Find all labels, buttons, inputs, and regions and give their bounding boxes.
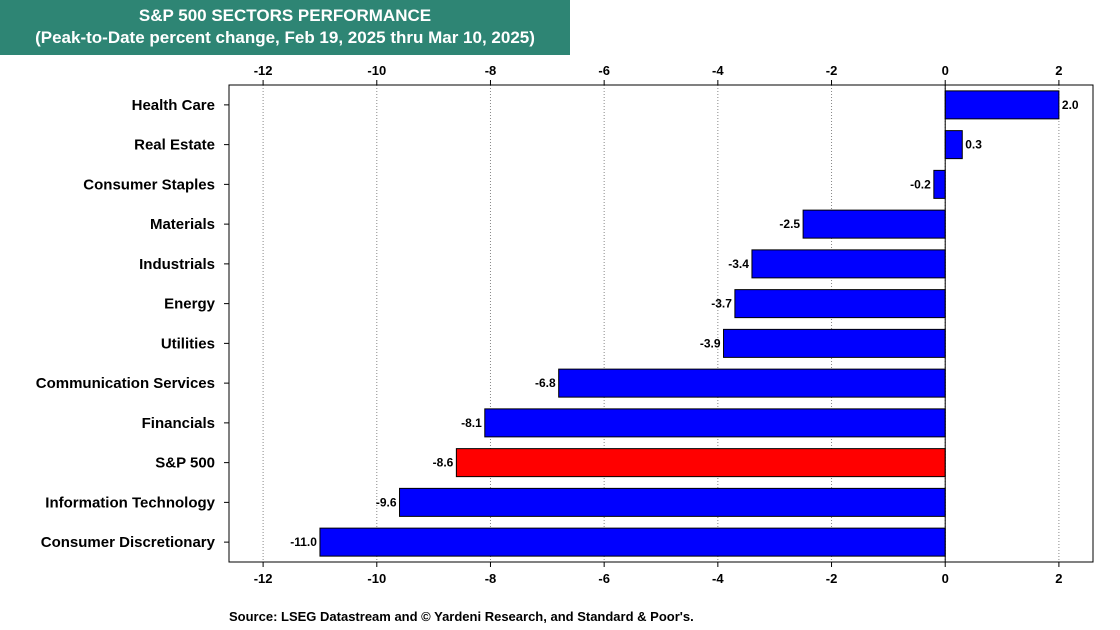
top-tick-label-7: 2 — [1055, 63, 1062, 78]
top-tick-label-1: -10 — [367, 63, 386, 78]
bottom-tick-label-1: -10 — [367, 571, 386, 586]
bar-5 — [734, 289, 946, 319]
category-label-8: Financials — [142, 415, 215, 432]
bottom-tick-label-6: 0 — [942, 571, 949, 586]
value-label-2: -0.2 — [910, 177, 931, 191]
category-label-5: Energy — [164, 296, 216, 313]
bar-8 — [484, 408, 946, 438]
value-label-10: -9.6 — [376, 495, 397, 509]
value-label-5: -3.7 — [711, 297, 732, 311]
bar-3 — [802, 209, 946, 239]
category-label-9: S&P 500 — [155, 455, 215, 472]
source-note: Source: LSEG Datastream and © Yardeni Re… — [229, 609, 694, 624]
category-label-1: Real Estate — [134, 137, 215, 154]
chart-subtitle: (Peak-to-Date percent change, Feb 19, 20… — [35, 28, 535, 47]
top-tick-label-4: -4 — [712, 63, 724, 78]
bar-6 — [723, 328, 946, 358]
top-tick-label-6: 0 — [942, 63, 949, 78]
value-label-7: -6.8 — [535, 376, 556, 390]
bar-7 — [558, 368, 946, 398]
value-label-8: -8.1 — [461, 416, 482, 430]
top-tick-label-0: -12 — [254, 63, 273, 78]
category-label-6: Utilities — [161, 335, 215, 352]
bottom-tick-label-4: -4 — [712, 571, 724, 586]
value-label-3: -2.5 — [779, 217, 800, 231]
chart-title: S&P 500 SECTORS PERFORMANCE — [138, 6, 432, 25]
bottom-tick-label-0: -12 — [254, 571, 273, 586]
bar-0 — [944, 90, 1060, 120]
category-label-0: Health Care — [132, 97, 215, 114]
bar-2 — [933, 169, 946, 199]
top-tick-label-3: -6 — [598, 63, 610, 78]
bottom-tick-label-5: -2 — [826, 571, 838, 586]
category-label-11: Consumer Discretionary — [41, 534, 216, 551]
bar-9 — [455, 448, 946, 478]
bar-10 — [399, 487, 946, 517]
bar-4 — [751, 249, 946, 279]
value-label-1: 0.3 — [965, 138, 982, 152]
value-label-9: -8.6 — [433, 456, 454, 470]
category-label-7: Communication Services — [36, 375, 215, 392]
value-label-6: -3.9 — [700, 336, 721, 350]
top-tick-label-5: -2 — [826, 63, 838, 78]
bottom-tick-label-2: -8 — [485, 571, 497, 586]
category-label-2: Consumer Staples — [83, 176, 215, 193]
category-label-10: Information Technology — [45, 494, 215, 511]
value-label-0: 2.0 — [1062, 98, 1079, 112]
top-tick-label-2: -8 — [485, 63, 497, 78]
value-label-4: -3.4 — [728, 257, 749, 271]
chart-title-box: S&P 500 SECTORS PERFORMANCE (Peak-to-Dat… — [0, 0, 570, 55]
category-label-3: Materials — [150, 216, 215, 233]
bar-11 — [319, 527, 946, 557]
bottom-tick-label-3: -6 — [598, 571, 610, 586]
bottom-tick-label-7: 2 — [1055, 571, 1062, 586]
bar-1 — [944, 130, 963, 160]
value-label-11: -11.0 — [290, 535, 317, 549]
category-label-4: Industrials — [139, 256, 215, 273]
plot-frame — [228, 84, 1094, 563]
